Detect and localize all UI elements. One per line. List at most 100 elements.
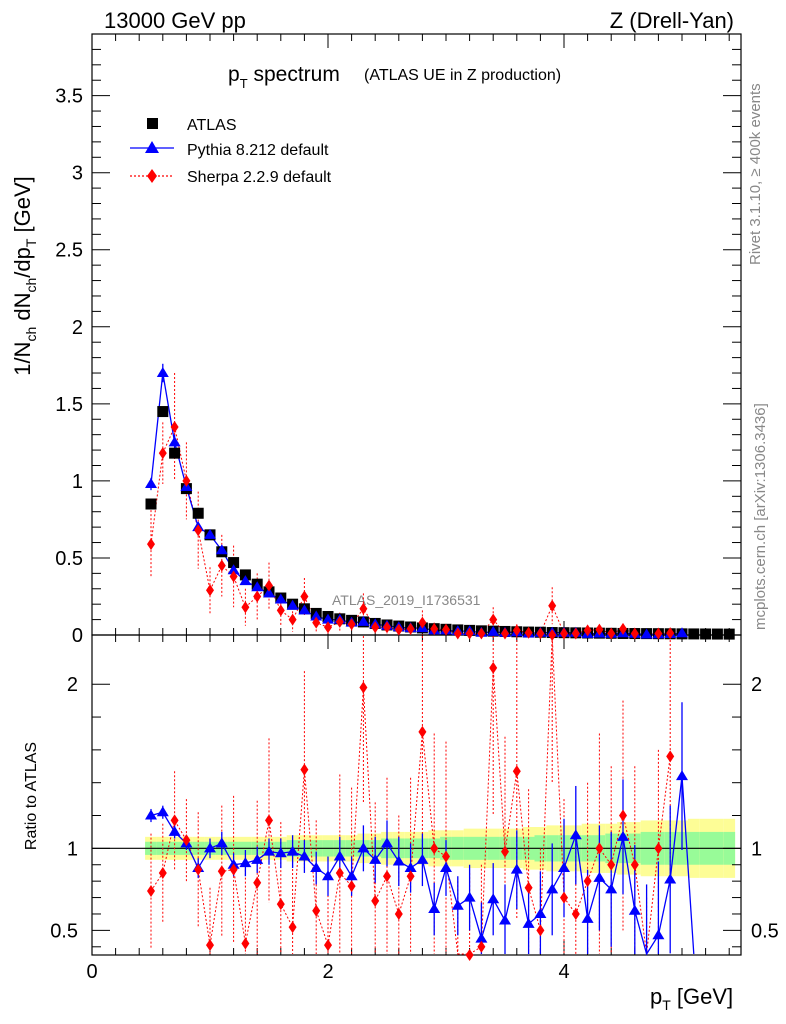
sherpa-point xyxy=(371,621,380,634)
atlas-point xyxy=(228,557,240,569)
sherpa-point xyxy=(595,623,604,636)
y-tick-label: 0.5 xyxy=(55,548,83,570)
legend: ATLAS Pythia 8.212 default Sherpa 2.2.9 … xyxy=(130,117,332,186)
sherpa-point xyxy=(300,590,309,603)
pythia-ratio-point xyxy=(440,862,452,873)
pythia-ratio-point xyxy=(263,845,275,856)
sherpa-point xyxy=(560,627,568,640)
pythia-point xyxy=(168,436,181,447)
sherpa-ratio-point xyxy=(666,750,675,763)
plot-title: pT spectrum xyxy=(228,63,340,91)
sherpa-point xyxy=(465,627,474,640)
sherpa-ratio-point xyxy=(229,863,238,876)
sherpa-point xyxy=(524,626,533,639)
atlas-point xyxy=(239,569,251,581)
y-tick-label: 2 xyxy=(72,317,83,339)
sherpa-ratio-point xyxy=(536,924,545,937)
pythia-ratio-point xyxy=(215,837,228,848)
sherpa-ratio-point xyxy=(194,863,203,876)
sherpa-point xyxy=(442,623,450,636)
sherpa-point xyxy=(241,601,250,614)
header-process: Z (Drell-Yan) xyxy=(610,8,734,33)
sherpa-ratio-point xyxy=(312,904,321,917)
y-tick-label: 0 xyxy=(72,625,83,647)
pythia-point xyxy=(286,599,299,610)
analysis-label: ATLAS_2019_I1736531 xyxy=(332,592,481,608)
y-tick-label: 3.5 xyxy=(55,86,83,108)
pythia-ratio-point xyxy=(534,907,547,918)
sherpa-point xyxy=(206,584,214,597)
pythia-ratio-point xyxy=(274,847,287,858)
pythia-point xyxy=(204,528,216,539)
pythia-point xyxy=(274,593,287,604)
y-tick-label: 3 xyxy=(72,163,83,185)
sherpa-point xyxy=(324,621,332,634)
pythia-point xyxy=(263,587,275,598)
pythia-ratio-point xyxy=(593,871,606,882)
atlas-point xyxy=(723,628,735,640)
pythia-ratio-point xyxy=(510,863,523,874)
pythia-ratio-point xyxy=(558,862,570,873)
atlas-point xyxy=(192,507,204,519)
y-axis-label: 1/Nch dNch/dpT [GeV] xyxy=(10,176,39,376)
pythia-line xyxy=(150,372,683,636)
sherpa-point xyxy=(217,559,226,572)
ratio-y-axis-label: Ratio to ATLAS xyxy=(23,742,40,850)
legend-pythia-label: Pythia 8.212 default xyxy=(187,142,329,159)
atlas-point xyxy=(711,628,723,640)
pythia-ratio-point xyxy=(522,917,535,928)
pythia-point xyxy=(239,575,252,586)
sherpa-point xyxy=(253,590,262,603)
sherpa-ratio-point xyxy=(394,907,403,920)
pythia-point xyxy=(640,628,653,639)
sherpa-ratio-point xyxy=(560,891,568,904)
sherpa-ratio-point xyxy=(217,865,226,878)
ratio-tick-label-left: 1 xyxy=(67,838,78,860)
legend-atlas-label: ATLAS xyxy=(187,117,237,134)
pythia-ratio-point xyxy=(617,830,629,841)
sherpa-ratio-point xyxy=(442,850,450,863)
sherpa-ratio-point xyxy=(619,809,627,822)
ratio-tick-label-left: 2 xyxy=(67,674,78,696)
sherpa-ratio-point xyxy=(170,814,179,827)
mcplots-label: mcplots.cern.ch [arXiv:1306.3436] xyxy=(752,403,769,630)
sherpa-ratio-point xyxy=(371,894,380,907)
header-energy: 13000 GeV pp xyxy=(104,8,246,33)
sherpa-point xyxy=(359,602,368,615)
x-tick-label: 4 xyxy=(558,961,569,983)
sherpa-ratio-point xyxy=(383,870,391,883)
sherpa-ratio-point xyxy=(524,881,533,894)
sherpa-ratio-point xyxy=(276,898,285,911)
legend-sherpa-marker xyxy=(147,169,157,183)
pythia-point xyxy=(357,615,370,626)
y-tick-label: 2.5 xyxy=(55,240,83,262)
y-tick-label: 1 xyxy=(72,471,83,493)
sherpa-ratio-point xyxy=(300,763,309,776)
sherpa-ratio-point xyxy=(595,842,604,855)
sherpa-ratio-point xyxy=(253,876,262,889)
sherpa-ratio-point xyxy=(158,866,167,879)
pythia-ratio-point xyxy=(392,855,405,866)
sherpa-point xyxy=(583,624,592,637)
sherpa-point xyxy=(170,420,179,433)
sherpa-point xyxy=(453,627,462,640)
plot-subtitle: (ATLAS UE in Z production) xyxy=(364,67,561,84)
pythia-ratio-point xyxy=(605,883,618,894)
sherpa-ratio-point xyxy=(430,842,439,855)
sherpa-point xyxy=(335,615,344,628)
pythia-ratio-point xyxy=(676,770,688,781)
pythia-ratio-point xyxy=(369,853,382,864)
atlas-point xyxy=(688,628,700,640)
pythia-point xyxy=(676,627,688,638)
pythia-point xyxy=(487,625,500,636)
pythia-ratio-point xyxy=(381,837,393,848)
axis-ticks: 0 2 4 0 0.5 1 1.5 2 2.5 3 3.5 0.5 0.5 1 1 2 2 xyxy=(50,34,779,983)
pythia-ratio-point xyxy=(451,899,464,910)
pythia-ratio-point xyxy=(345,870,358,881)
sherpa-ratio-point xyxy=(630,858,639,871)
pythia-point xyxy=(298,604,311,615)
sherpa-ratio-point xyxy=(147,885,155,897)
pythia-ratio-point xyxy=(546,883,559,894)
pythia-ratio-point xyxy=(298,850,311,861)
atlas-point xyxy=(169,447,181,459)
